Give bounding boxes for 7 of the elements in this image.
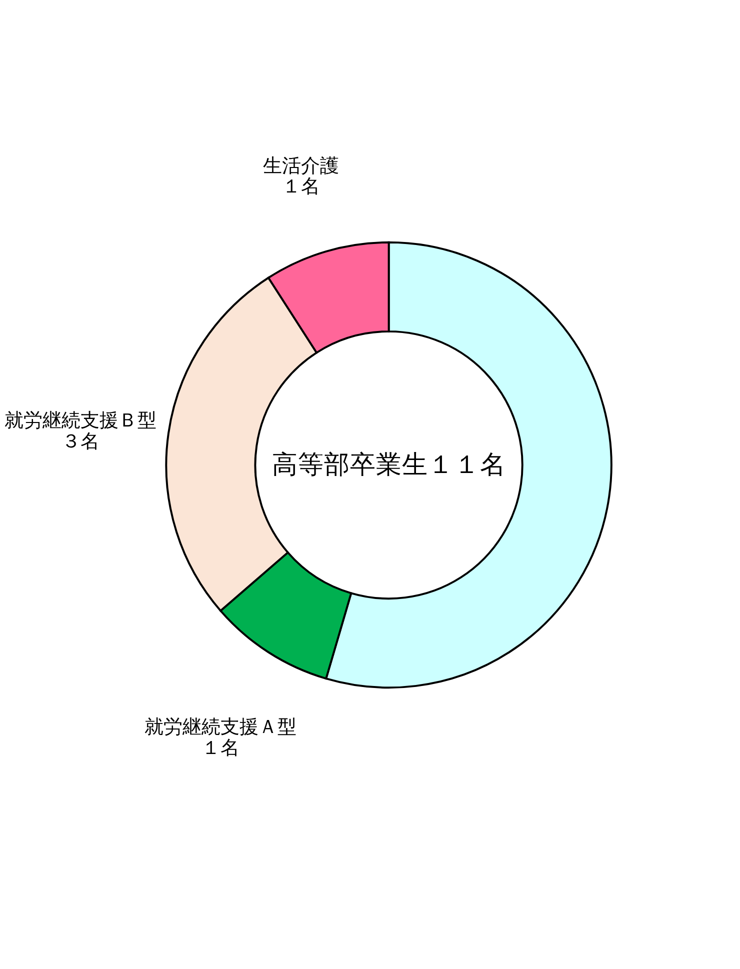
slice-label: 就労継続支援Ａ型 xyxy=(144,717,296,738)
data-label: ３名 xyxy=(61,431,100,452)
slice-label: 就労継続支援Ｂ型 xyxy=(4,410,156,432)
slice-label: 生活介護 xyxy=(263,156,339,177)
data-label: １名 xyxy=(282,176,320,198)
data-label: １名 xyxy=(201,738,240,759)
text: 高等部卒業生１１名 xyxy=(272,450,506,480)
